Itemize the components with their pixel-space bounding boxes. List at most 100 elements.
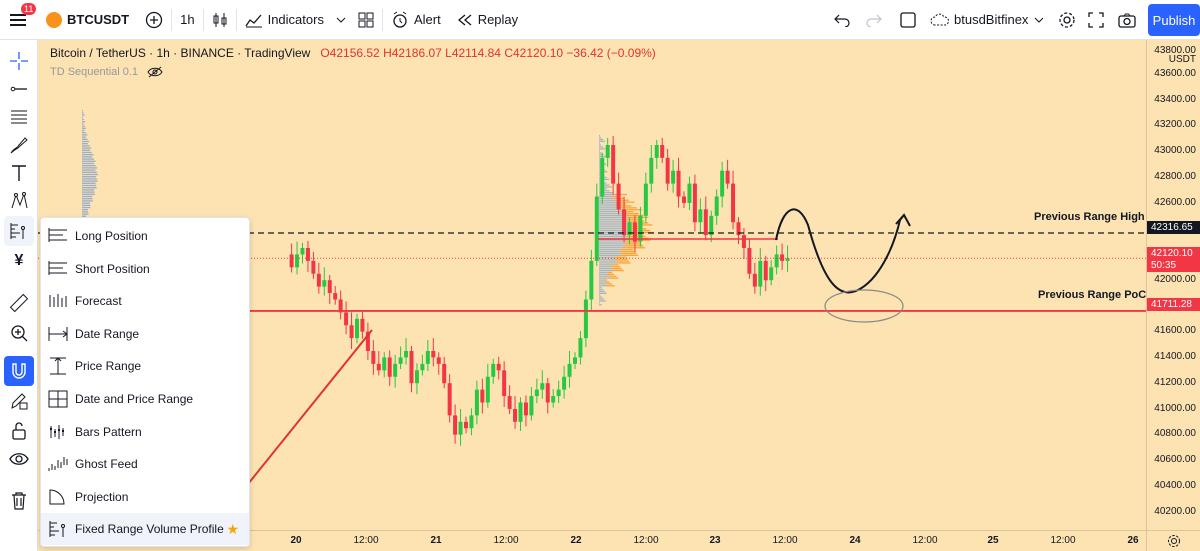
menu-item-forecast[interactable]: Forecast	[41, 285, 249, 317]
indicators-button[interactable]: Indicators	[237, 0, 332, 40]
candle-body	[305, 248, 310, 261]
fullscreen-toggle-button[interactable]	[892, 0, 924, 40]
price-tick: 42000.00	[1154, 273, 1196, 285]
ruler-tool[interactable]	[4, 288, 34, 318]
menu-item-date-price-range[interactable]: Date and Price Range	[41, 383, 249, 415]
crosshair-icon	[10, 52, 28, 70]
time-axis[interactable]: 20 12:00 21 12:00 22 12:00 23 12:00 24 12:00 25 12:…	[38, 530, 1146, 551]
indicators-icon	[245, 14, 262, 27]
range-poc-annotation: Previous Range PoC	[1038, 289, 1147, 301]
zoom-in-icon	[11, 325, 28, 342]
time-tick: 22	[570, 535, 582, 546]
price-tick: 43200.00	[1154, 119, 1196, 131]
remove-drawings-tool[interactable]	[4, 486, 34, 516]
volume-profile-bar	[82, 154, 94, 156]
publish-button[interactable]: Publish	[1148, 4, 1200, 36]
volume-profile-bar	[599, 290, 606, 293]
menu-item-ghost-feed[interactable]: Ghost Feed	[41, 448, 249, 480]
candlestick-chart[interactable]	[38, 40, 1146, 531]
favorite-star-icon[interactable]: ★	[226, 520, 239, 537]
volume-profile-bar	[599, 190, 610, 192]
volume-profile-bar	[599, 226, 625, 228]
indicator-legend[interactable]: TD Sequential 0.1	[50, 66, 163, 78]
expand-icon	[1088, 11, 1104, 28]
menu-item-projection[interactable]: Projection	[41, 481, 249, 513]
chart-settings-corner[interactable]	[1146, 530, 1200, 551]
pattern-tool[interactable]	[4, 186, 34, 216]
trend-line-tool[interactable]	[4, 74, 34, 104]
icons-tool[interactable]: ¥	[4, 246, 34, 276]
price-tick: 43400.00	[1154, 93, 1196, 105]
magnet-tool[interactable]	[4, 356, 34, 386]
cloud-icon	[930, 13, 949, 25]
price-tick: 43600.00	[1154, 67, 1196, 79]
candle-body	[376, 363, 381, 371]
crosshair-tool[interactable]	[4, 46, 34, 76]
fixed-range-volume-profile-icon	[47, 518, 69, 540]
eye-icon	[9, 453, 29, 465]
candle-body	[371, 351, 376, 364]
compare-button[interactable]	[137, 0, 171, 40]
menu-item-long-position[interactable]: Long Position	[41, 220, 249, 252]
prediction-tool[interactable]	[4, 216, 34, 246]
volume-profile-bar	[622, 241, 640, 243]
interval-button[interactable]: 1h	[180, 12, 195, 27]
menu-item-bars-pattern[interactable]: Bars Pattern	[41, 416, 249, 448]
fib-tool[interactable]	[4, 102, 34, 132]
volume-profile-bar	[82, 147, 92, 149]
menu-item-short-position[interactable]: Short Position	[41, 253, 249, 285]
candle-body	[605, 145, 610, 158]
menu-button[interactable]: 11	[0, 0, 38, 40]
menu-item-label: Ghost Feed	[75, 457, 138, 472]
volume-profile-bar	[599, 146, 604, 148]
volume-profile-bar	[82, 121, 86, 123]
stay-in-drawing-tool[interactable]	[4, 386, 34, 416]
symbol-search[interactable]: BTCUSDT	[38, 0, 137, 40]
menu-item-label: Date and Price Range	[75, 392, 194, 406]
menu-item-fixed-range-volume-profile[interactable]: Fixed Range Volume Profile ★	[41, 513, 249, 546]
alert-button[interactable]: Alert	[383, 0, 449, 40]
currency-label[interactable]: USDT	[1168, 54, 1196, 65]
eye-off-icon[interactable]	[147, 66, 163, 78]
candle-body	[485, 376, 490, 403]
legend-change: −36.42 (−0.09%)	[566, 46, 656, 60]
volume-profile-bar	[599, 231, 631, 234]
menu-item-label: Short Position	[75, 261, 150, 276]
brush-tool[interactable]	[4, 130, 34, 160]
volume-profile-bar	[612, 268, 623, 270]
undo-button[interactable]	[826, 0, 858, 40]
volume-profile-bar	[82, 145, 90, 147]
hide-tool[interactable]	[4, 444, 34, 474]
layout-name-button[interactable]: btusdBitfinex	[922, 0, 1052, 40]
snapshot-button[interactable]	[1110, 0, 1144, 40]
lock-tool[interactable]	[4, 416, 34, 446]
volume-profile-bar	[599, 135, 600, 137]
gear-icon	[1059, 11, 1075, 28]
volume-profile-bar	[82, 198, 93, 200]
volume-profile-bar	[82, 143, 88, 145]
volume-profile-bar	[82, 162, 95, 165]
magnet-icon	[12, 363, 26, 379]
candle-body	[382, 357, 387, 371]
settings-button[interactable]	[1050, 0, 1084, 40]
chart-type-button[interactable]	[204, 0, 236, 40]
volume-profile-bar	[82, 215, 86, 217]
layout-grid-button[interactable]	[350, 0, 382, 40]
redo-button[interactable]	[858, 0, 890, 40]
zoom-tool[interactable]	[4, 318, 34, 348]
replay-button[interactable]: Replay	[449, 0, 526, 40]
volume-profile-bar	[82, 136, 86, 138]
volume-profile-bar	[82, 169, 96, 171]
price-axis[interactable]: 43800.00 43600.00 43400.00 43200.00 43000.0…	[1146, 40, 1200, 530]
menu-item-price-range[interactable]: Price Range	[41, 350, 249, 382]
chevron-down-icon	[1035, 17, 1044, 23]
volume-profile-bar	[610, 277, 619, 279]
volume-profile-bar	[82, 191, 95, 193]
text-tool[interactable]	[4, 158, 34, 188]
text-icon	[12, 165, 26, 181]
candle-body	[436, 357, 441, 364]
fullscreen-button[interactable]	[1080, 0, 1112, 40]
candle-body	[654, 145, 659, 158]
menu-item-date-range[interactable]: Date Range	[41, 318, 249, 350]
templates-button[interactable]	[332, 0, 350, 40]
